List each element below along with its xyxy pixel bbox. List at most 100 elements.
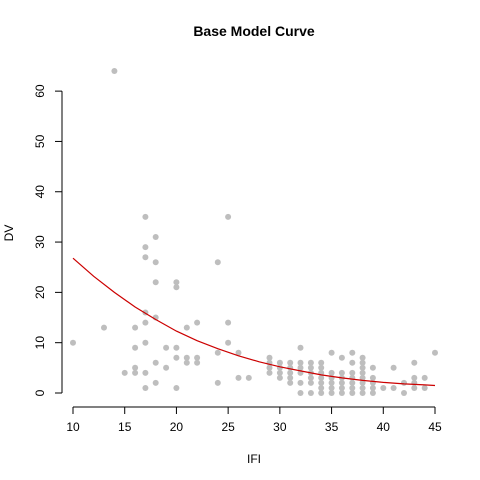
data-point-48 [276, 359, 283, 366]
data-point-66 [307, 374, 314, 381]
data-point-102 [359, 390, 366, 396]
data-point-18 [152, 279, 159, 286]
data-point-26 [173, 344, 180, 351]
data-point-108 [380, 385, 387, 391]
x-tick-label-35: 35 [325, 420, 339, 434]
data-point-69 [318, 359, 325, 366]
data-point-34 [194, 359, 201, 366]
curve-layer [72, 257, 436, 387]
data-point-68 [307, 390, 314, 396]
data-point-112 [401, 390, 407, 396]
data-point-79 [328, 379, 335, 386]
data-point-37 [214, 379, 221, 386]
axes-layer: 10 15 20 25 30 35 40 45 0 10 20 30 40 50 60 [33, 84, 442, 434]
data-point-90 [349, 369, 356, 376]
data-point-74 [318, 385, 325, 391]
data-point-15 [142, 385, 149, 391]
data-point-35 [214, 259, 221, 266]
data-point-106 [369, 385, 376, 391]
data-point-43 [245, 374, 252, 381]
data-point-20 [152, 359, 159, 366]
data-point-62 [297, 390, 304, 396]
data-point-94 [349, 390, 356, 396]
data-point-3 [121, 369, 128, 376]
data-point-113 [411, 359, 418, 366]
data-point-98 [359, 369, 366, 376]
data-point-88 [349, 349, 356, 356]
data-point-92 [349, 379, 356, 386]
x-tick-label-30: 30 [273, 420, 287, 434]
data-point-101 [359, 385, 366, 391]
data-point-38 [225, 213, 232, 220]
y-tick-label-60: 60 [33, 84, 47, 98]
data-point-114 [411, 374, 418, 381]
data-point-54 [287, 369, 294, 376]
data-point-7 [132, 369, 139, 376]
data-point-76 [328, 349, 335, 356]
data-point-58 [297, 359, 304, 366]
data-point-93 [349, 385, 356, 391]
data-point-116 [411, 385, 418, 391]
data-point-22 [163, 344, 170, 351]
data-point-119 [432, 349, 438, 356]
data-point-24 [173, 279, 180, 286]
data-point-95 [359, 354, 366, 361]
data-point-10 [142, 254, 149, 261]
data-point-77 [328, 369, 335, 376]
x-tick-label-15: 15 [118, 420, 132, 434]
data-point-70 [318, 364, 325, 371]
points-layer [70, 68, 438, 396]
x-tick-label-45: 45 [428, 420, 442, 434]
chart-title: Base Model Curve [193, 23, 315, 39]
data-point-55 [287, 374, 294, 381]
data-point-118 [421, 385, 428, 391]
data-point-96 [359, 359, 366, 366]
data-point-40 [225, 339, 232, 346]
y-axis-label: DV [2, 225, 16, 242]
data-point-46 [266, 364, 273, 371]
data-point-16 [152, 234, 159, 240]
data-point-75 [318, 390, 325, 396]
data-point-57 [297, 344, 304, 351]
data-point-52 [287, 359, 294, 366]
data-point-28 [173, 385, 180, 391]
data-point-27 [173, 354, 180, 361]
data-point-109 [390, 364, 397, 371]
data-point-25 [173, 284, 180, 291]
data-point-99 [359, 374, 366, 381]
data-point-17 [152, 259, 159, 266]
y-tick-label-0: 0 [33, 389, 47, 396]
x-tick-label-25: 25 [221, 420, 235, 434]
data-point-12 [142, 319, 149, 326]
x-tick-label-10: 10 [66, 420, 80, 434]
y-tick-label-50: 50 [33, 134, 47, 148]
data-point-89 [349, 359, 356, 366]
data-point-51 [276, 374, 283, 381]
data-point-41 [235, 349, 242, 356]
x-axis-label: IFI [247, 452, 261, 466]
data-point-30 [183, 354, 190, 361]
y-tick-label-40: 40 [33, 185, 47, 199]
data-point-61 [297, 379, 304, 386]
data-point-82 [338, 354, 345, 361]
data-point-107 [369, 390, 376, 396]
data-point-87 [338, 390, 345, 396]
data-point-13 [142, 339, 149, 346]
data-point-4 [132, 324, 139, 331]
data-point-1 [101, 324, 107, 331]
data-point-104 [369, 374, 376, 381]
data-point-44 [266, 354, 273, 361]
model-curve-line [72, 257, 436, 387]
data-point-111 [401, 379, 407, 386]
data-point-85 [338, 379, 345, 386]
data-point-0 [70, 339, 76, 346]
data-point-72 [318, 374, 325, 381]
data-point-42 [235, 374, 242, 381]
data-point-8 [142, 213, 149, 220]
data-point-31 [183, 359, 190, 366]
data-point-64 [307, 364, 314, 371]
data-point-73 [318, 379, 325, 386]
data-point-36 [214, 349, 221, 356]
data-point-32 [194, 319, 201, 326]
